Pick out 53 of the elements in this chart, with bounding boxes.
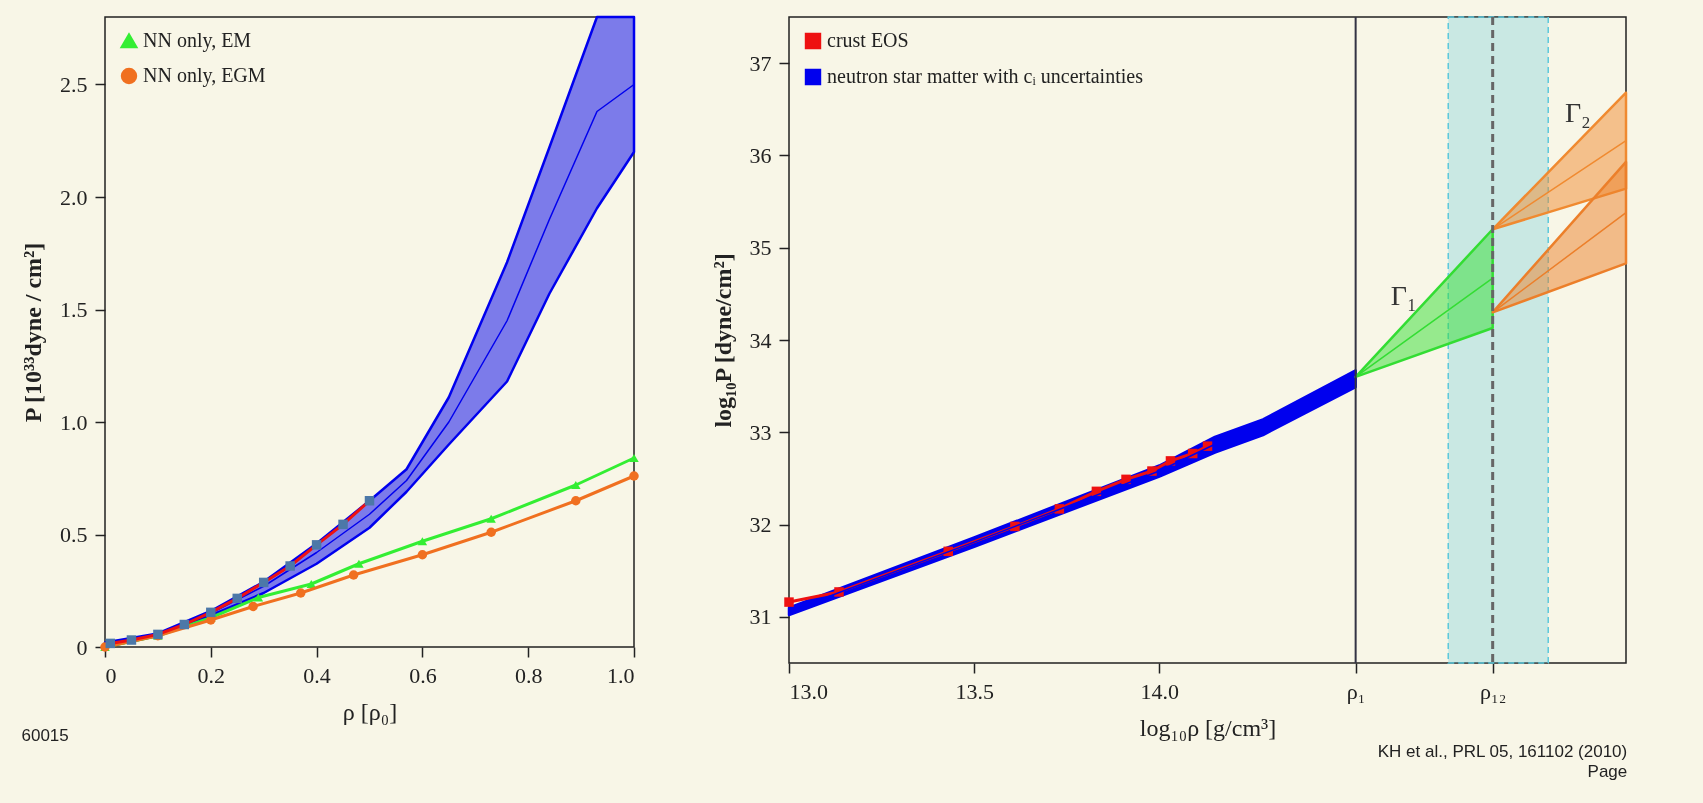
x-tick-label: 0.2 bbox=[197, 662, 226, 688]
point bbox=[354, 559, 364, 568]
point bbox=[248, 601, 258, 612]
point bbox=[306, 579, 317, 589]
point bbox=[486, 514, 496, 523]
y-tick-label: 34 bbox=[749, 327, 772, 353]
x-axis-title: ρ [ρ₀] bbox=[342, 698, 398, 725]
point bbox=[571, 496, 581, 506]
y-tick-label: 35 bbox=[749, 235, 772, 261]
x-tick-label: 13.0 bbox=[789, 678, 828, 704]
x-axis-title: log₁₀ρ [g/cm³] bbox=[1139, 714, 1277, 741]
y-tick-label: 33 bbox=[749, 419, 772, 445]
x-tick-label: 0.6 bbox=[409, 662, 437, 688]
x-tick-label: 0.8 bbox=[514, 662, 543, 688]
point bbox=[417, 537, 428, 546]
y-tick-label: 1.0 bbox=[60, 409, 88, 435]
y-tick-label: 32 bbox=[749, 512, 772, 538]
y-tick-label: 0 bbox=[76, 634, 88, 660]
legend-label: NN only, EGM bbox=[143, 64, 266, 87]
annotation: Γ₁ bbox=[1390, 280, 1417, 312]
y-tick-label: 2.0 bbox=[60, 184, 88, 210]
legend-label: neutron star matter with cᵢ uncertainties bbox=[827, 65, 1144, 87]
legend-label: crust EOS bbox=[827, 29, 909, 51]
point bbox=[348, 570, 359, 580]
point bbox=[784, 597, 794, 607]
point bbox=[571, 480, 581, 490]
y-tick-label: 2.5 bbox=[60, 72, 88, 97]
annotation: Γ₂ bbox=[1564, 96, 1591, 128]
text: KH et al., PRL 05, 161102 (2010) bbox=[1377, 742, 1628, 761]
point bbox=[295, 588, 306, 598]
x-tick-label: 0.4 bbox=[303, 662, 331, 688]
x-tick-label: 13.5 bbox=[955, 678, 994, 704]
y-tick-label: 37 bbox=[749, 50, 772, 76]
x-tick-label: ρ₁ bbox=[1346, 678, 1366, 704]
y-tick-label: 0.5 bbox=[60, 522, 88, 547]
x-tick-label: ρ₁₂ bbox=[1480, 678, 1507, 704]
text: 60015 bbox=[21, 726, 69, 745]
y-tick-label: 36 bbox=[749, 142, 772, 168]
point bbox=[1121, 474, 1131, 485]
text: Page bbox=[1587, 762, 1628, 781]
y-tick-label: 1.5 bbox=[60, 297, 88, 322]
x-tick-label: 0 bbox=[105, 662, 117, 688]
point bbox=[629, 471, 639, 481]
x-tick-label: 14.0 bbox=[1140, 678, 1180, 704]
legend-label: NN only, EM bbox=[143, 29, 252, 52]
x-tick-label: 1.0 bbox=[607, 662, 635, 688]
point bbox=[253, 593, 264, 602]
point bbox=[629, 453, 639, 463]
point bbox=[486, 527, 496, 537]
y-axis-title: log₁₀P [dyne/cm²] bbox=[709, 253, 736, 428]
y-axis-title: P [10³³dyne / cm²] bbox=[20, 242, 46, 423]
point bbox=[417, 550, 428, 560]
y-tick-label: 31 bbox=[749, 604, 772, 630]
